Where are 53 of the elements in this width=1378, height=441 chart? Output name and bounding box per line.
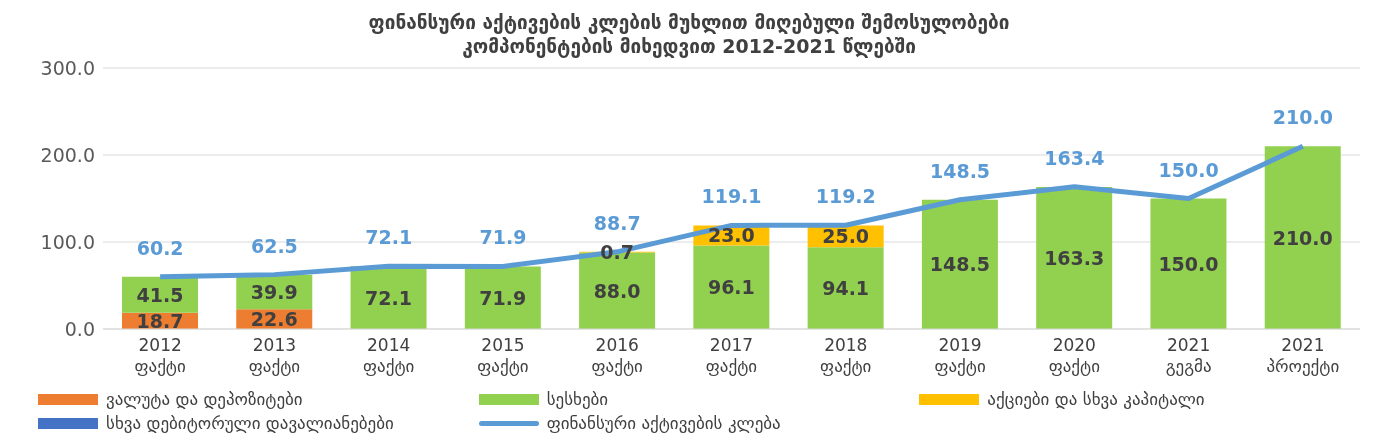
x-tick-label: 2017 ფაქტი	[705, 335, 758, 376]
y-tick-label: 0.0	[64, 317, 95, 340]
legend-label: სხვა დებიტორული დავალიანებები	[106, 413, 394, 433]
data-label: 150.0	[1158, 158, 1219, 181]
data-label: 22.6	[250, 308, 298, 331]
data-label: 96.1	[707, 276, 755, 299]
x-tick-label: 2021 გეგმა	[1165, 335, 1212, 376]
x-tick-label: 2018 ფაქტი	[820, 335, 872, 376]
legend-label: აქციები და სხვა კაპიტალი	[987, 389, 1205, 409]
data-label: 163.4	[1044, 146, 1105, 169]
legend-label: ვალუტა და დეპოზიტები	[106, 389, 303, 409]
x-tick-label: 2016 ფაქტი	[591, 335, 643, 376]
x-tick-label: 2015 ფაქტი	[477, 335, 529, 376]
data-label: 119.1	[701, 185, 762, 208]
chart-title: ფინანსური აქტივების კლების მუხლით მიღებული შემოსულობები კომპონენტების მიხედვით 2012-2021 წლებში	[367, 10, 1011, 58]
data-label: 210.0	[1272, 106, 1333, 129]
y-tick-label: 200.0	[40, 143, 95, 166]
data-label: 94.1	[822, 277, 870, 300]
data-label: 72.1	[365, 226, 413, 249]
bar	[1150, 198, 1227, 329]
data-label: 88.7	[593, 211, 641, 234]
data-label: 148.5	[929, 159, 991, 182]
bar	[921, 199, 998, 329]
data-label: 119.2	[815, 185, 876, 208]
data-label: 71.9	[479, 226, 527, 249]
data-label: 18.7	[136, 309, 184, 332]
x-tick-label: 2012 ფაქტი	[134, 335, 186, 376]
legend-label: ფინანსური აქტივების კლება	[546, 413, 781, 433]
bar	[1264, 146, 1341, 329]
x-tick-label: 2014 ფაქტი	[363, 335, 415, 376]
data-label: 23.0	[707, 224, 755, 247]
data-label: 25.0	[822, 225, 870, 248]
y-tick-label: 100.0	[40, 230, 95, 253]
x-tick-label: 2019 ფაქტი	[934, 335, 986, 376]
data-label: 88.0	[593, 279, 641, 302]
data-label: 150.0	[1158, 252, 1219, 275]
y-tick-label: 300.0	[40, 56, 95, 79]
x-tick-label: 2013 ფაქტი	[248, 335, 301, 376]
data-label: 210.0	[1272, 226, 1333, 249]
data-label: 163.3	[1044, 246, 1105, 269]
data-label: 148.5	[929, 253, 990, 276]
data-label: 72.1	[365, 286, 412, 309]
data-label: 71.9	[479, 286, 527, 309]
x-tick-label: 2020 ფაქტი	[1048, 335, 1100, 376]
bar	[807, 247, 884, 329]
bar	[693, 245, 770, 329]
data-label: 62.5	[250, 234, 298, 257]
data-label: 39.9	[250, 280, 298, 303]
data-label: 41.5	[136, 283, 184, 306]
legend-label: სესხები	[546, 389, 609, 409]
x-tick-label: 2021 პროექტი	[1266, 335, 1340, 376]
bar	[1036, 186, 1113, 329]
data-label: 60.2	[136, 236, 184, 259]
